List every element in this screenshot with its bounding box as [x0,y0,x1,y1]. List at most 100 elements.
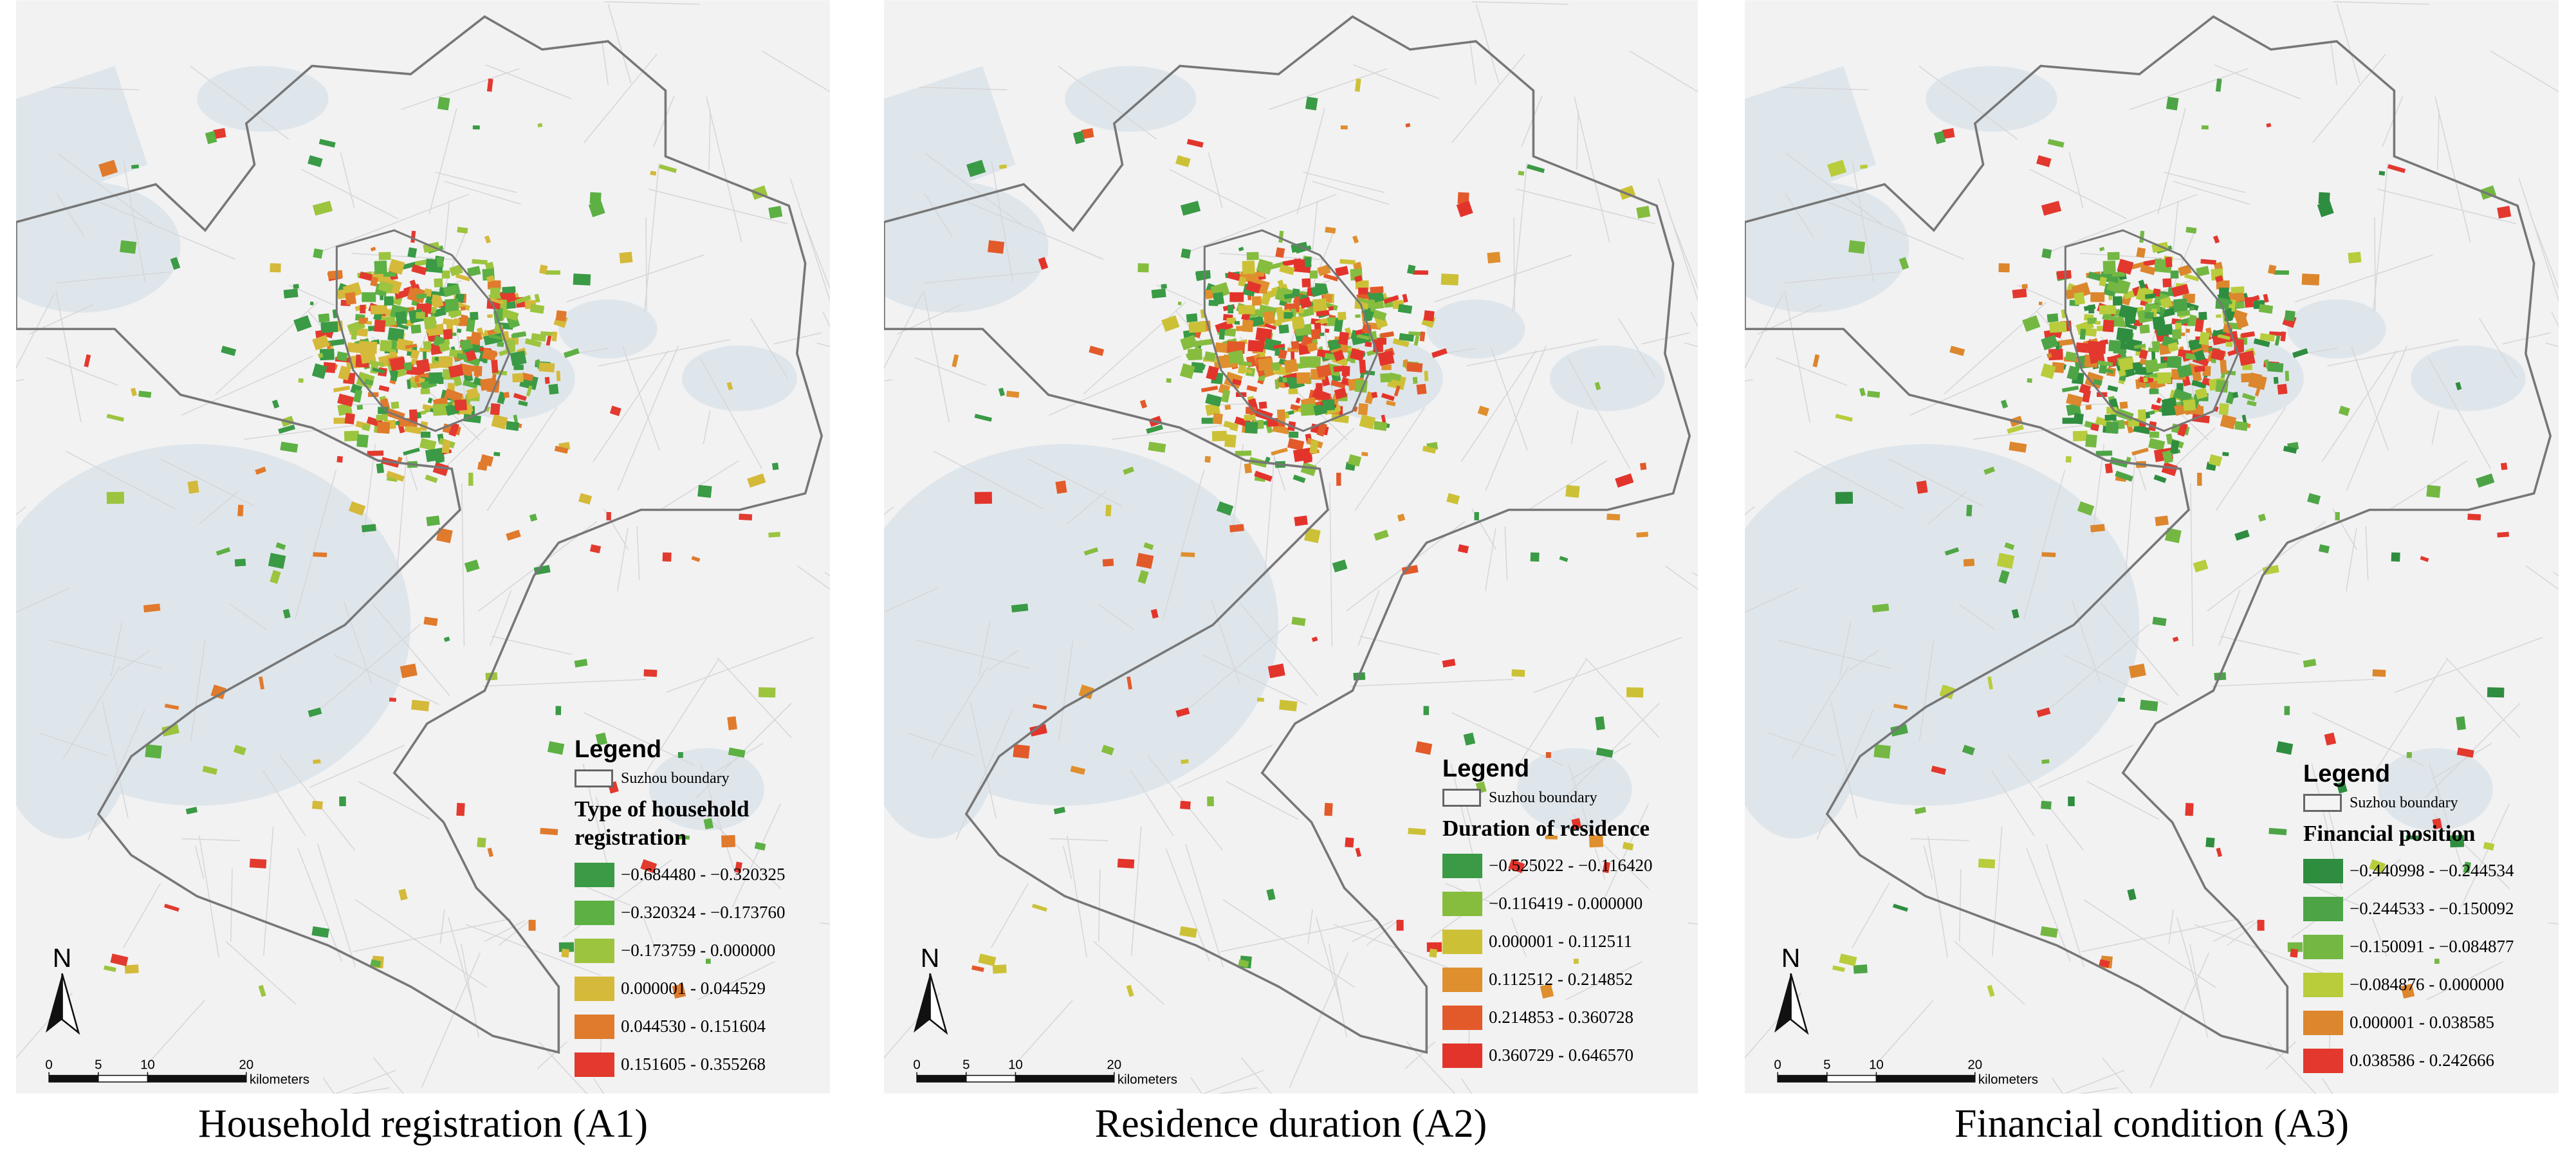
map-patch [1316,422,1327,437]
map-patch [1374,529,1389,541]
map-patch [1279,264,1295,275]
scale-label: 10 [1869,1057,1884,1072]
map-patch [1333,349,1345,362]
road [2063,654,2168,705]
map-patch [2007,424,2024,434]
road [1512,659,1587,775]
road [334,654,439,705]
map-patch [2463,861,2471,874]
legend-label: 0.360729 - 0.646570 [1489,1045,1633,1065]
map-patch [2119,401,2128,409]
road [1516,188,1656,225]
road [1791,666,1850,760]
map-patch [1291,316,1305,330]
map-patch [1983,466,1995,475]
road [2431,410,2440,445]
road [1490,346,1528,451]
map-patch [1291,616,1306,627]
map-patch [2040,363,2056,380]
map-patch [503,392,510,398]
map-patch [2117,697,2125,702]
map-patch [1345,837,1354,848]
map-patch [2130,261,2148,270]
map-patch [456,802,465,816]
map-patch [1328,306,1334,311]
road [373,1057,404,1094]
boundary [884,15,1691,1054]
road [1768,732,1836,757]
road [1289,952,1349,1089]
map-patch [145,744,162,759]
map-patch [374,261,387,275]
map-patch [1186,353,1191,358]
road [354,899,488,988]
map-patch [1335,266,1349,277]
legend-item: 0.151605 - 0.355268 [575,1045,845,1083]
road [665,637,814,694]
road [1208,152,1223,208]
map-patch [1331,414,1349,424]
road [122,883,161,948]
map-patch [370,276,378,287]
map-patch [1283,358,1298,374]
map-patch [1224,434,1237,448]
map-patch [410,349,419,360]
map-patch [1290,404,1301,411]
map-patch [1355,314,1361,318]
map-patch [2213,235,2220,244]
road [2312,53,2386,143]
north-arrow [1790,973,1809,1035]
map-patch [1151,288,1166,299]
map-patch [1288,388,1298,394]
road [1745,293,1784,369]
map-patch [467,266,481,277]
map-patch [237,504,244,517]
road [1354,407,1426,511]
map-patch [396,323,409,330]
map-patch [2105,421,2119,434]
map-patch [1117,858,1135,868]
road [1366,918,1400,946]
map-patch [2115,470,2133,482]
legend: Legend Suzhou boundary Type of household r… [575,735,845,1083]
map-patch [1545,751,1551,758]
map-patch [427,397,433,404]
map-patch [1573,959,1579,964]
map-patch [1244,463,1253,473]
map-patch [491,360,499,374]
map-patch [1626,687,1644,698]
map-patch [1474,511,1479,520]
map-patch [2097,360,2113,367]
map-patch [391,340,398,350]
road [1027,458,1123,507]
map-patch [1338,331,1349,345]
road [363,444,376,537]
map-patch [426,515,440,526]
map-patch [728,747,746,758]
map-patch [2149,388,2159,394]
scale-label: 0 [45,1057,52,1072]
map-patch [1102,558,1114,567]
panel-caption: Residence duration (A2) [1094,1102,1487,1146]
map-patch [1311,284,1329,297]
map-patch [1013,744,1030,759]
map-patch [2120,340,2126,350]
road [595,796,608,838]
road [1944,302,2047,395]
road [461,482,465,647]
map-patch [2066,403,2081,416]
map-patch [1565,484,1580,498]
map-patch [2198,311,2207,320]
map-patch [1397,304,1413,314]
map-patch [1340,125,1348,130]
road [2068,152,2084,208]
map-patch [1571,818,1582,830]
map-patch [2249,372,2263,381]
road [1794,450,1904,510]
scale-segment [98,1074,149,1083]
map-patch [280,441,299,453]
map-patch [513,392,527,401]
map-patch [2238,350,2256,366]
map-patch [2258,304,2274,314]
north-arrow [61,973,80,1035]
